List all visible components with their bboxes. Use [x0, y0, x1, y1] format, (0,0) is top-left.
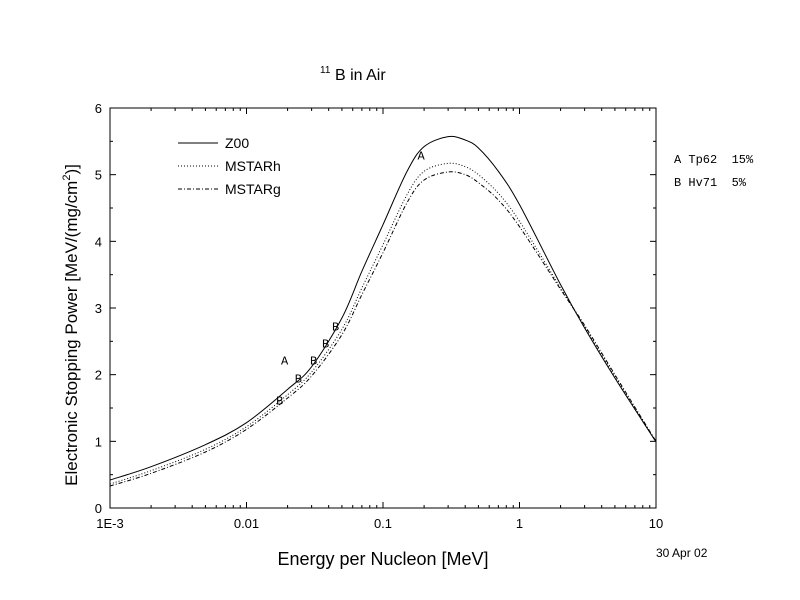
series-line-z00	[109, 135, 657, 481]
data-marker-b: B	[310, 354, 317, 368]
data-marker-b: B	[295, 372, 302, 386]
x-tick-label: 1E-3	[96, 516, 123, 531]
title-main: B in Air	[335, 67, 386, 84]
x-tick-label: 1	[516, 516, 523, 531]
date-stamp: 30 Apr 02	[656, 546, 708, 560]
y-tick-label: 4	[95, 234, 102, 249]
data-marker-a: A	[417, 150, 425, 164]
data-marker-b: B	[276, 394, 283, 408]
series-line-mstarh	[109, 162, 657, 485]
y-axis-label: Electronic Stopping Power [MeV/(mg/cm2)]	[61, 164, 81, 486]
legend-label-mstarh: MSTARh	[225, 158, 281, 174]
x-tick-label: 10	[649, 516, 663, 531]
y-tick-label: 6	[95, 101, 102, 116]
x-axis-label: Energy per Nucleon [MeV]	[277, 549, 488, 569]
data-marker-b: B	[322, 338, 329, 352]
y-axis-ticks: 0 1 2 3 4 5 6	[95, 101, 656, 516]
annotation-a: A Tp62 15%	[674, 153, 754, 167]
annotation-b: B Hv71 5%	[674, 176, 747, 190]
y-axis-label-sup: 2	[61, 175, 73, 181]
y-axis-label-main: Electronic Stopping Power [MeV/(mg/cm	[62, 181, 81, 486]
legend: Z00 MSTARh MSTARg	[178, 135, 281, 197]
y-tick-label: 5	[95, 168, 102, 183]
x-tick-label: 0.1	[374, 516, 392, 531]
y-tick-label: 1	[95, 434, 102, 449]
title-superscript: 11	[320, 65, 331, 76]
legend-label-mstarg: MSTARg	[225, 181, 281, 197]
x-axis-ticks: 1E-3 0.01 0.1 1 10	[96, 108, 663, 531]
series-line-mstarg	[109, 171, 657, 487]
data-marker-a: A	[281, 354, 289, 368]
series-layer	[109, 135, 657, 487]
y-tick-label: 2	[95, 368, 102, 383]
plot-frame	[109, 107, 657, 509]
y-axis-label-end: )]	[62, 164, 81, 174]
y-tick-label: 3	[95, 301, 102, 316]
x-tick-label: 0.01	[234, 516, 259, 531]
data-marker-b: B	[332, 320, 339, 334]
legend-label-z00: Z00	[225, 135, 249, 151]
y-tick-label: 0	[95, 501, 102, 516]
chart-title: 11 B in Air	[320, 60, 386, 84]
